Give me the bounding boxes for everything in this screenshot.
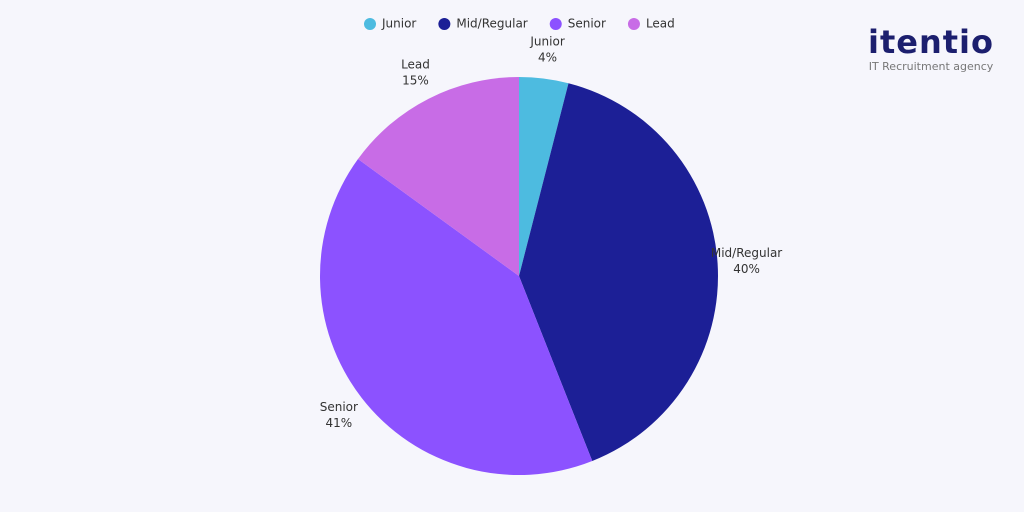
legend-marker — [438, 18, 451, 30]
slice-value: 41% — [326, 416, 353, 430]
legend-marker — [549, 18, 562, 30]
legend-label: Mid/Regular — [456, 17, 527, 31]
legend-label: Senior — [568, 17, 606, 31]
pie-slice — [519, 77, 569, 276]
legend-marker — [364, 18, 376, 30]
pie-slice — [358, 76, 519, 276]
logo-tagline: IT Recruitment agency — [869, 60, 994, 73]
slice-label: Lead — [401, 57, 430, 71]
slice-value: 15% — [402, 73, 429, 87]
slice-label: Junior — [529, 34, 564, 48]
legend-label: Junior — [381, 17, 416, 31]
legend-marker — [627, 18, 640, 30]
slice-label: Senior — [320, 400, 358, 414]
slice-label: Mid/Regular — [711, 246, 782, 260]
pie-slice — [319, 159, 593, 476]
legend-label: Lead — [646, 17, 675, 31]
slice-value: 40% — [733, 262, 760, 276]
logo-name: itentio — [868, 23, 994, 61]
pie-slice — [519, 83, 718, 462]
slice-value: 4% — [538, 50, 557, 64]
